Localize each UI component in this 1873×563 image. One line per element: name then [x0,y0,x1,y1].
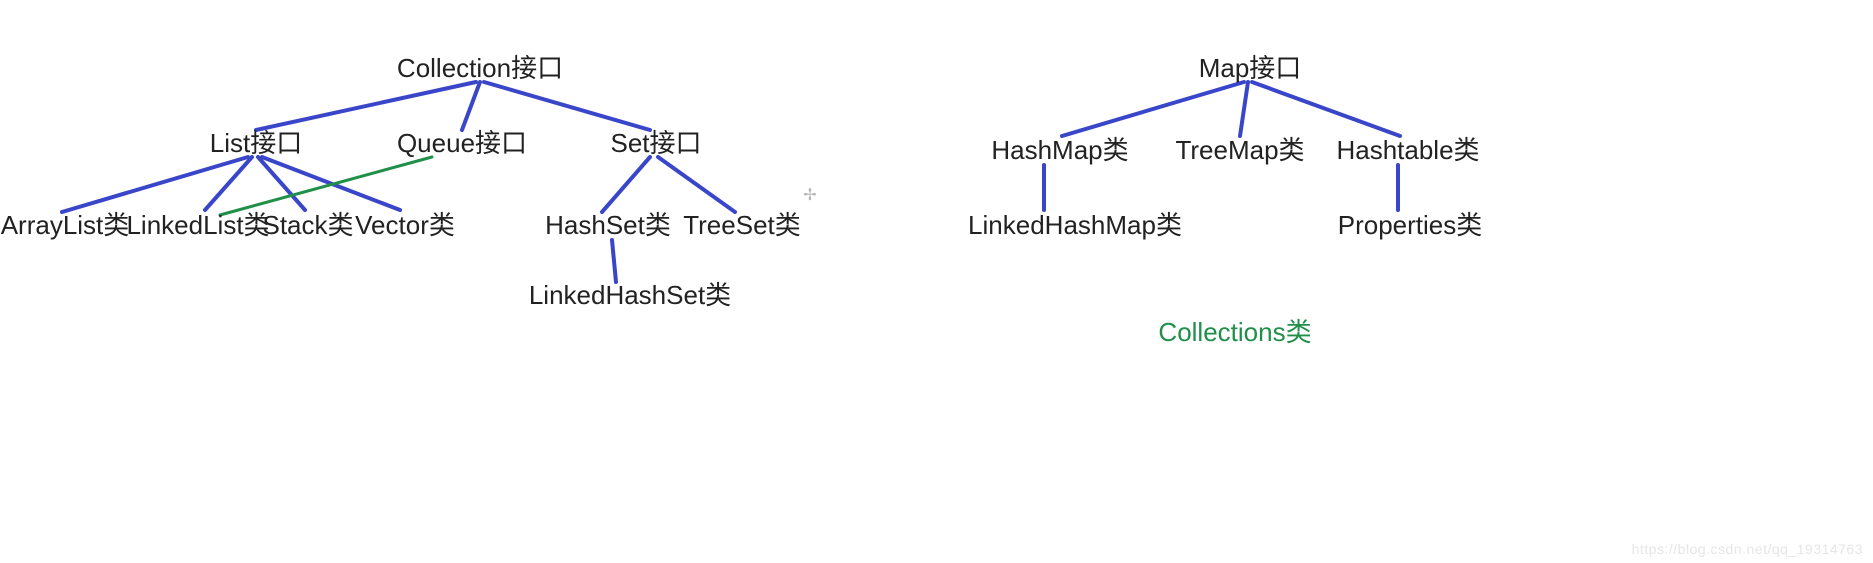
edge [62,157,248,212]
edge [256,82,476,130]
node-treeset: TreeSet类 [683,212,801,238]
edges-layer [0,0,1873,563]
node-list: List接口 [210,130,302,156]
edge [602,157,650,212]
edge [612,240,616,282]
watermark-text: https://blog.csdn.net/qq_19314763 [1632,541,1863,557]
edge [205,157,252,210]
edge [220,157,432,215]
edge [262,157,400,210]
edge [1062,82,1244,136]
node-stack: Stack类 [262,212,353,238]
node-collections: Collections类 [1158,319,1311,345]
node-hashmap: HashMap类 [991,137,1128,163]
node-map: Map接口 [1199,55,1302,81]
edge [1240,82,1248,136]
edge [258,157,305,210]
node-arraylist: ArrayList类 [1,212,130,238]
node-vector: Vector类 [355,212,455,238]
node-hashtable: Hashtable类 [1336,137,1479,163]
node-linkedlist: LinkedList类 [126,212,269,238]
node-linkedhashset: LinkedHashSet类 [529,282,731,308]
node-treemap: TreeMap类 [1175,137,1304,163]
cursor-crosshair-icon: ✢ [803,185,816,205]
edge [484,82,650,130]
edge [462,82,480,130]
edge [658,157,735,212]
node-properties: Properties类 [1338,212,1483,238]
node-collection: Collection接口 [397,55,563,81]
node-linkedhashmap: LinkedHashMap类 [968,212,1182,238]
node-set: Set接口 [610,130,701,156]
node-hashset: HashSet类 [545,212,671,238]
edge [1252,82,1400,136]
node-queue: Queue接口 [397,130,527,156]
